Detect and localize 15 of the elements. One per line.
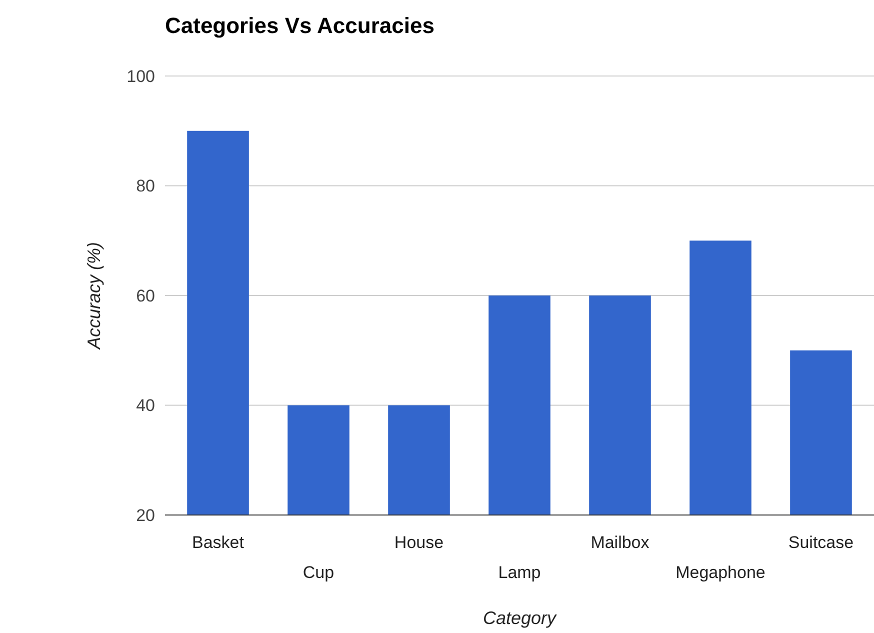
x-tick-label: House <box>394 533 444 552</box>
y-tick-label: 20 <box>136 506 155 525</box>
y-tick-label: 40 <box>136 396 155 416</box>
x-tick-label: Lamp <box>498 563 541 582</box>
x-axis-title: Category <box>482 608 558 628</box>
x-tick-label: Suitcase <box>788 533 854 552</box>
y-tick-label: 60 <box>136 286 155 306</box>
y-axis-title: Accuracy (%) <box>84 242 104 350</box>
chart-title: Categories Vs Accuracies <box>165 13 434 38</box>
x-tick-label: Cup <box>302 563 334 582</box>
y-tick-label: 80 <box>136 176 155 196</box>
x-tick-label: Megaphone <box>676 563 766 582</box>
x-tick-label: Mailbox <box>590 533 650 552</box>
x-tick-label: Basket <box>192 533 244 552</box>
y-tick-label: 100 <box>126 66 155 86</box>
